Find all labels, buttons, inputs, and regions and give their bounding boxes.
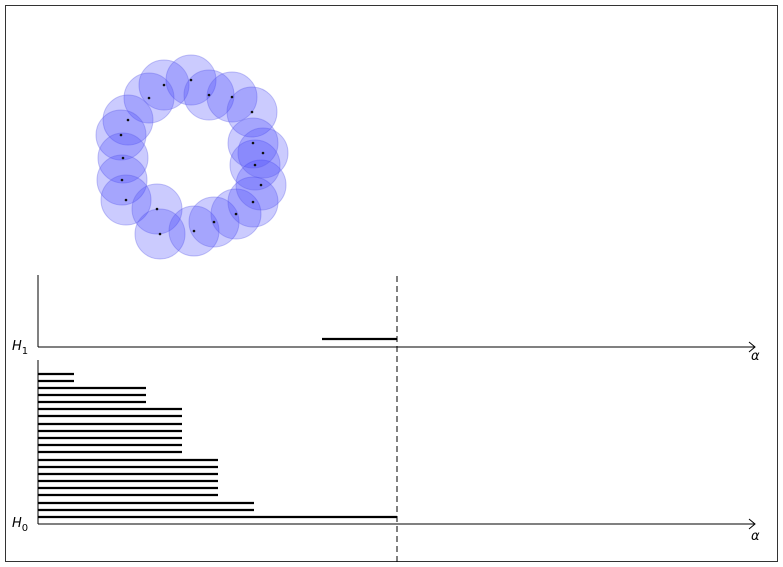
point — [261, 151, 265, 155]
h0-arrow — [748, 518, 756, 530]
point — [207, 93, 211, 97]
h1-axis-label: α — [751, 349, 760, 364]
point — [234, 212, 238, 216]
point — [259, 183, 263, 187]
h0-axis-label: α — [751, 529, 760, 544]
point — [230, 95, 234, 99]
h0-label-sub: 0 — [22, 523, 28, 534]
point — [147, 96, 151, 100]
h1-label: H1 — [12, 339, 28, 357]
point — [158, 232, 162, 236]
frame — [5, 5, 778, 562]
h1-label-sub: 1 — [22, 346, 28, 357]
h0-label-base: H — [12, 516, 22, 531]
point — [120, 178, 124, 182]
h0-label: H0 — [12, 516, 28, 534]
point — [253, 163, 257, 167]
point — [124, 198, 128, 202]
point — [155, 207, 159, 211]
point — [162, 83, 166, 87]
point — [121, 156, 125, 160]
point — [251, 200, 255, 204]
h1-label-base: H — [12, 339, 22, 354]
points — [119, 78, 265, 236]
h0-bars — [38, 372, 397, 519]
point — [189, 78, 193, 82]
point — [250, 110, 254, 114]
point — [119, 133, 123, 137]
balls — [95, 54, 289, 260]
point — [192, 229, 196, 233]
point — [126, 118, 130, 122]
point — [251, 141, 255, 145]
h1-arrow — [748, 341, 756, 353]
point — [212, 220, 216, 224]
